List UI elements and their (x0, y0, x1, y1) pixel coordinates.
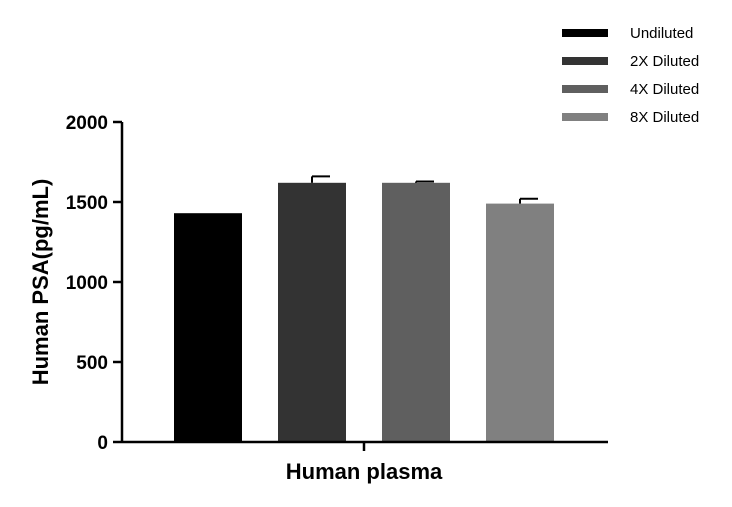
legend-label: Undiluted (630, 25, 693, 42)
y-axis-label: Human PSA(pg/mL) (28, 179, 53, 386)
y-axis-ticks: 0 500 1000 1500 2000 (66, 113, 122, 454)
bars-group (174, 182, 554, 443)
legend-label: 8X Diluted (630, 109, 699, 126)
legend: Undiluted 2X Diluted 4X Diluted 8X Diluted (562, 25, 699, 126)
bar-undiluted (174, 213, 242, 442)
y-tick-label: 1500 (66, 193, 108, 214)
y-tick-label: 1000 (66, 273, 108, 294)
y-tick-label: 2000 (66, 113, 108, 134)
y-tick-label: 0 (97, 433, 108, 454)
bar-2x-diluted (278, 182, 346, 443)
legend-swatch (562, 85, 608, 93)
legend-label: 2X Diluted (630, 53, 699, 70)
bar-8x-diluted (486, 203, 554, 442)
y-tick-label: 500 (76, 353, 108, 374)
error-bars-group (311, 175, 538, 204)
legend-swatch (562, 57, 608, 65)
bar-4x-diluted (382, 182, 450, 443)
legend-label: 4X Diluted (630, 81, 699, 98)
legend-swatch (562, 113, 608, 121)
x-axis-label: Human plasma (286, 459, 443, 484)
legend-swatch (562, 29, 608, 37)
